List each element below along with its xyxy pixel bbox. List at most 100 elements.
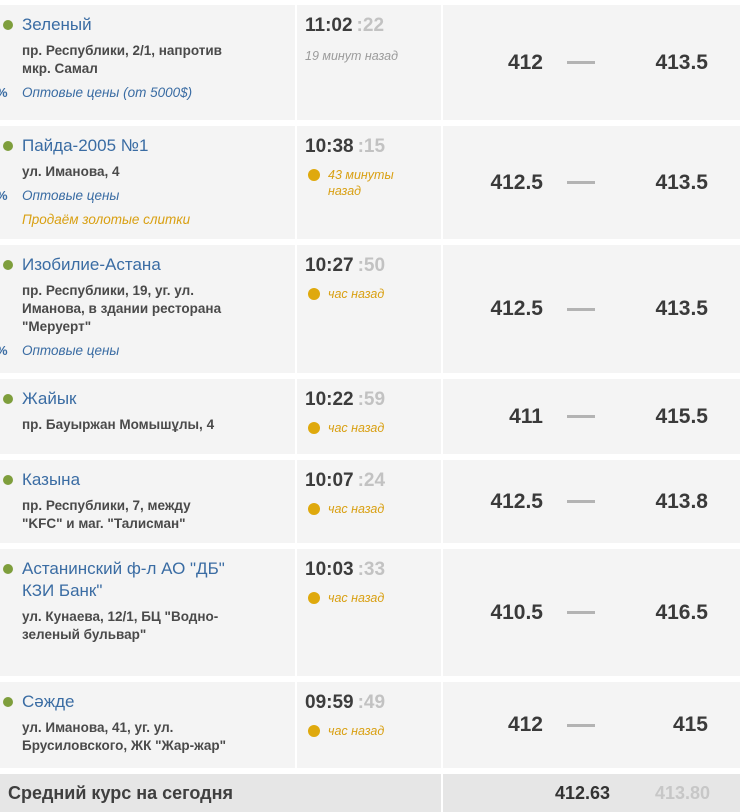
sell-rate: 413.5 bbox=[655, 170, 708, 194]
exchange-row: Сәжде ул. Иманова, 41, уг. ул. Брусиловс… bbox=[0, 682, 740, 768]
sell-rate: 413.8 bbox=[655, 489, 708, 513]
update-time: 10:22 bbox=[305, 389, 354, 410]
exchange-name-link[interactable]: Жайык bbox=[22, 389, 77, 408]
exchange-info-cell: Пайда-2005 №1 ул. Иманова, 4 % Оптовые ц… bbox=[0, 126, 295, 239]
exchange-name-link[interactable]: Казына bbox=[22, 470, 81, 489]
exchange-name-link[interactable]: Пайда-2005 №1 bbox=[22, 136, 149, 155]
dash-icon bbox=[566, 611, 595, 614]
rates-cell: 412.5 413.8 bbox=[443, 460, 740, 543]
recency-dot-icon bbox=[308, 725, 320, 737]
update-time: 10:38 bbox=[305, 136, 354, 157]
sell-rate: 415 bbox=[672, 713, 708, 736]
update-time-cell: 10:07:24 час назад bbox=[297, 460, 441, 543]
buy-rate: 410.5 bbox=[490, 600, 543, 624]
recency-dot-icon bbox=[308, 422, 320, 434]
sell-rate: 413.5 bbox=[655, 50, 708, 74]
sell-rate: 415.5 bbox=[655, 404, 708, 428]
percent-icon: % bbox=[0, 84, 8, 102]
time-ago: час назад bbox=[305, 286, 437, 302]
exchange-address: ул. Иманова, 4 bbox=[22, 164, 120, 179]
buy-rate: 412.5 bbox=[490, 489, 543, 513]
exchange-address: пр. Бауыржан Момышұлы, 4 bbox=[22, 417, 215, 432]
exchange-row: Казына пр. Республики, 7, между "KFC" и … bbox=[0, 460, 740, 543]
update-time: 11:02 bbox=[305, 15, 353, 36]
update-time-cell: 10:22:59 час назад bbox=[297, 379, 441, 454]
update-time-cell: 10:03:33 час назад bbox=[297, 549, 441, 676]
update-seconds: :24 bbox=[357, 470, 386, 491]
exchange-name-link[interactable]: Изобилие-Астана bbox=[22, 255, 161, 274]
rates-cell: 410.5 416.5 bbox=[443, 549, 740, 676]
update-time-cell: 11:02:22 19 минут назад bbox=[297, 5, 441, 120]
time-ago: час назад bbox=[305, 590, 437, 606]
exchange-address: ул. Иманова, 41, уг. ул. Брусиловского, … bbox=[22, 720, 226, 753]
exchange-name-link[interactable]: Сәжде bbox=[22, 692, 75, 711]
dash-icon bbox=[566, 61, 595, 64]
exchange-row: Астанинский ф-л АО "ДБ" КЗИ Банк" ул. Ку… bbox=[0, 549, 740, 676]
buy-rate: 412 bbox=[507, 713, 543, 736]
update-time-cell: 09:59:49 час назад bbox=[297, 682, 441, 768]
time-ago: час назад bbox=[305, 501, 437, 517]
exchange-row: Пайда-2005 №1 ул. Иманова, 4 % Оптовые ц… bbox=[0, 126, 740, 239]
gold-bars-tag: Продаём золотые слитки bbox=[0, 211, 287, 229]
rates-cell: 412 413.5 bbox=[443, 5, 740, 120]
average-rate-values: 412.63 413.80 bbox=[443, 774, 740, 812]
recency-dot-icon bbox=[308, 169, 320, 181]
average-sell-rate: 413.80 bbox=[654, 782, 710, 803]
exchange-info-cell: Сәжде ул. Иманова, 41, уг. ул. Брусиловс… bbox=[0, 682, 295, 768]
time-ago-label: час назад bbox=[328, 591, 385, 605]
time-ago: час назад bbox=[305, 723, 437, 739]
recency-dot-icon bbox=[308, 503, 320, 515]
dash-icon bbox=[566, 723, 595, 727]
exchange-info-cell: Казына пр. Республики, 7, между "KFC" и … bbox=[0, 460, 295, 543]
status-dot-icon bbox=[3, 475, 13, 485]
update-seconds: :33 bbox=[357, 559, 386, 580]
update-time: 10:27 bbox=[305, 255, 354, 276]
update-seconds: :50 bbox=[357, 255, 386, 276]
time-ago-label: час назад bbox=[328, 502, 385, 516]
update-time: 10:07 bbox=[305, 470, 354, 491]
rates-cell: 412.5 413.5 bbox=[443, 126, 740, 239]
update-time-cell: 10:38:15 43 минуты назад bbox=[297, 126, 441, 239]
rates-cell: 412 415 bbox=[443, 682, 740, 768]
update-seconds: :15 bbox=[357, 136, 386, 157]
status-dot-icon bbox=[3, 697, 13, 707]
time-ago: час назад bbox=[305, 420, 437, 436]
exchange-name-link[interactable]: Астанинский ф-л АО "ДБ" КЗИ Банк" bbox=[22, 559, 225, 600]
status-dot-icon bbox=[3, 564, 13, 574]
exchange-address: ул. Кунаева, 12/1, БЦ "Водно- зеленый бу… bbox=[22, 609, 219, 642]
status-dot-icon bbox=[3, 141, 13, 151]
update-time: 10:03 bbox=[305, 559, 354, 580]
wholesale-tag: % Оптовые цены (от 5000$) bbox=[0, 84, 287, 102]
exchange-info-cell: Астанинский ф-л АО "ДБ" КЗИ Банк" ул. Ку… bbox=[0, 549, 295, 676]
exchange-row: Зеленый пр. Республики, 2/1, напротив мк… bbox=[0, 5, 740, 120]
sell-rate: 413.5 bbox=[655, 297, 708, 320]
wholesale-tag-label: Оптовые цены bbox=[22, 343, 120, 358]
time-ago-label: час назад bbox=[328, 287, 385, 301]
wholesale-tag-label: Оптовые цены (от 5000$) bbox=[22, 85, 193, 100]
wholesale-tag: % Оптовые цены bbox=[0, 342, 287, 360]
wholesale-tag: % Оптовые цены bbox=[0, 187, 287, 205]
time-ago-label: 43 минуты назад bbox=[328, 168, 394, 198]
exchange-name-link[interactable]: Зеленый bbox=[22, 15, 92, 34]
gold-bars-tag-label: Продаём золотые слитки bbox=[22, 212, 191, 227]
rates-cell: 412.5 413.5 bbox=[443, 245, 740, 373]
update-seconds: :22 bbox=[356, 15, 385, 36]
exchange-info-cell: Зеленый пр. Республики, 2/1, напротив мк… bbox=[0, 5, 295, 120]
wholesale-tag-label: Оптовые цены bbox=[22, 188, 120, 203]
exchange-address: пр. Республики, 2/1, напротив мкр. Самал bbox=[22, 43, 222, 76]
percent-icon: % bbox=[0, 342, 8, 360]
time-ago: 43 минуты назад bbox=[305, 167, 437, 199]
sell-rate: 416.5 bbox=[655, 600, 708, 624]
dash-icon bbox=[566, 415, 595, 418]
update-time-cell: 10:27:50 час назад bbox=[297, 245, 441, 373]
exchange-info-cell: Изобилие-Астана пр. Республики, 19, уг. … bbox=[0, 245, 295, 373]
percent-icon: % bbox=[0, 187, 8, 205]
exchange-address: пр. Республики, 19, уг. ул. Иманова, в з… bbox=[22, 283, 222, 334]
update-time: 09:59 bbox=[305, 692, 354, 713]
buy-rate: 411 bbox=[509, 404, 543, 428]
exchange-row: Жайык пр. Бауыржан Момышұлы, 4 10:22:59 … bbox=[0, 379, 740, 454]
exchange-info-cell: Жайык пр. Бауыржан Момышұлы, 4 bbox=[0, 379, 295, 454]
recency-dot-icon bbox=[308, 592, 320, 604]
dash-icon bbox=[566, 500, 595, 503]
